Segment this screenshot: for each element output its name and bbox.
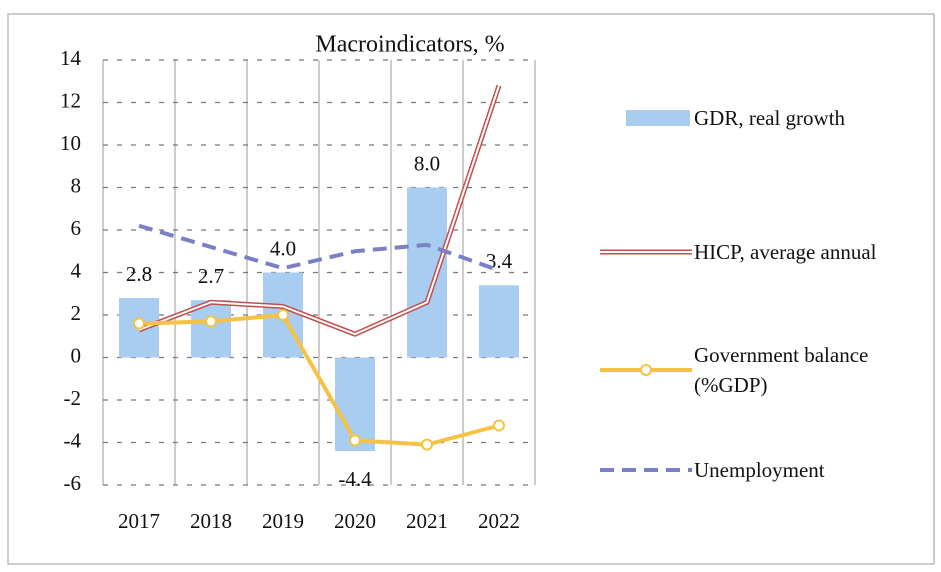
legend-label: HICP, average annual bbox=[694, 240, 877, 264]
legend-label: Government balance (%GDP) bbox=[694, 343, 869, 397]
line bbox=[138, 312, 500, 447]
x-tick-label: 2020 bbox=[334, 509, 376, 533]
y-tick-label: -6 bbox=[64, 471, 82, 495]
value-label: -4.4 bbox=[338, 467, 372, 491]
legend-swatch bbox=[600, 364, 692, 376]
y-tick-label: 4 bbox=[71, 258, 82, 282]
y-tick-label: -2 bbox=[64, 386, 82, 410]
y-tick-label: 8 bbox=[71, 173, 82, 197]
x-tick-label: 2022 bbox=[478, 509, 520, 533]
x-tick-label: 2021 bbox=[406, 509, 448, 533]
y-tick-label: 2 bbox=[71, 301, 82, 325]
y-tick-label: 6 bbox=[71, 216, 82, 240]
value-label: 2.7 bbox=[198, 264, 224, 288]
bar bbox=[407, 187, 447, 358]
line-core bbox=[138, 85, 500, 336]
frame bbox=[7, 13, 935, 565]
y-tick-label: -4 bbox=[64, 428, 82, 452]
legend-swatch bbox=[626, 110, 690, 126]
x-tick-label: 2019 bbox=[262, 509, 304, 533]
y-tick-label: 10 bbox=[60, 131, 81, 155]
value-label: 4.0 bbox=[270, 236, 296, 260]
line bbox=[138, 223, 500, 273]
legend-item: Government balance (%GDP) bbox=[598, 340, 894, 400]
legend-label: GDR, real growth bbox=[694, 106, 846, 130]
point bbox=[205, 315, 217, 328]
legend-label: Unemployment bbox=[694, 458, 825, 482]
x-tick-label: 2018 bbox=[190, 509, 232, 533]
swatch bbox=[626, 110, 690, 126]
legend-swatch bbox=[600, 468, 692, 472]
legend-item: HICP, average annual bbox=[598, 237, 894, 267]
point bbox=[349, 434, 361, 447]
swatch-marker bbox=[640, 364, 652, 376]
legend-swatch bbox=[600, 249, 692, 255]
value-label: 8.0 bbox=[414, 151, 440, 175]
chart-title: Macroindicators, % bbox=[315, 32, 504, 58]
y-tick-label: 14 bbox=[60, 46, 82, 70]
point bbox=[493, 419, 505, 432]
point bbox=[421, 438, 433, 451]
y-tick-label: 12 bbox=[60, 88, 81, 112]
legend-item: GDR, real growth bbox=[598, 103, 894, 133]
x-tick-label: 2017 bbox=[118, 509, 160, 533]
y-tick-label: 0 bbox=[71, 343, 82, 367]
legend-item: Unemployment bbox=[598, 455, 894, 485]
value-label: 3.4 bbox=[486, 249, 513, 273]
point bbox=[133, 317, 145, 330]
point bbox=[277, 309, 289, 321]
value-label: 2.8 bbox=[126, 262, 152, 286]
bar bbox=[479, 285, 519, 358]
